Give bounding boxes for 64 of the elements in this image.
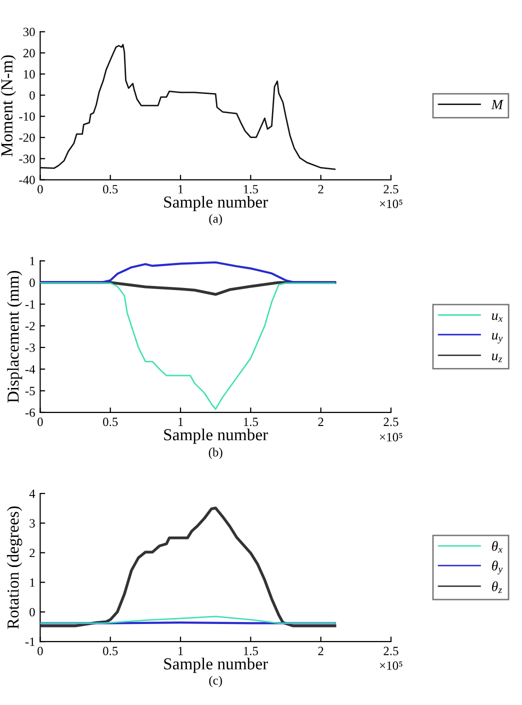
legend-label: θ$_{y}$: [492, 560, 503, 574]
y-tick-label: -40: [19, 176, 35, 184]
line-series: [40, 506, 336, 628]
x-tick-label: 1: [178, 418, 183, 426]
x-tick-label: 2.5: [384, 418, 398, 426]
x-tick-label: 2.5: [384, 185, 398, 194]
y-tick-label: 3: [30, 519, 35, 528]
y-tick-label: -6: [25, 408, 35, 417]
text: (a): [209, 214, 222, 226]
text: ×10⁵: [380, 661, 402, 670]
legend-label: θ$_{x}$: [492, 541, 503, 553]
y-tick-label: -2: [25, 322, 35, 330]
x-tick-label: 0: [38, 418, 43, 426]
x-tick-label: 2.5: [384, 646, 398, 656]
y-tick-label: -3: [25, 344, 35, 352]
y-tick-label: -5: [25, 386, 35, 396]
x-tick-label: 1: [178, 646, 183, 656]
y-tick-label: 1: [30, 256, 35, 266]
line-series: [40, 282, 336, 410]
line-series: [40, 261, 336, 284]
x-tick-label: 0.5: [103, 184, 118, 194]
y-tick-label: 4: [29, 490, 36, 498]
x-tick-label: 0: [38, 184, 43, 194]
text: ×10⁵: [380, 432, 402, 442]
y-tick-label: 0: [30, 91, 35, 100]
legend-label: u$_{x}$: [492, 313, 503, 322]
line-series: [40, 616, 336, 624]
x-tick-label: 2: [318, 185, 324, 194]
y-tick-label: -30: [19, 154, 35, 164]
y-tick-label: -1: [25, 300, 35, 308]
x-tick-label: 2: [318, 418, 324, 426]
legend-label: M: [491, 100, 504, 110]
y-axis-title: Displacement (mm): [7, 270, 22, 403]
y-tick-label: 1: [30, 578, 35, 587]
y-tick-label: 0: [30, 608, 35, 616]
y-tick-label: 20: [23, 48, 35, 58]
text: ×10⁵: [380, 200, 402, 208]
line-series: [40, 44, 336, 170]
text: (c): [209, 676, 222, 688]
y-tick-label: 0: [30, 278, 35, 287]
legend-label: u$_{z}$: [492, 354, 502, 362]
y-axis-title: Rotation (degrees): [6, 506, 22, 629]
x-tick-label: 2: [318, 646, 324, 656]
x-axis-title: Sample number: [164, 196, 268, 212]
x-tick-label: 0.5: [103, 418, 118, 426]
x-axis-title: Sample number: [164, 428, 268, 444]
y-axis-title: Moment (N-m): [0, 55, 16, 156]
y-tick-label: 2: [30, 548, 35, 558]
y-tick-label: -10: [19, 112, 35, 121]
x-tick-label: 1: [178, 185, 183, 194]
legend-label: u$_{y}$: [492, 333, 503, 344]
x-tick-label: 0: [38, 646, 43, 656]
x-tick-label: 1.5: [244, 418, 258, 426]
text: (b): [208, 448, 222, 460]
y-tick-label: 30: [23, 28, 35, 36]
legend-label: θ$_{z}$: [492, 581, 502, 593]
y-tick-label: 10: [24, 70, 35, 78]
x-axis-title: Sample number: [164, 658, 268, 673]
y-tick-label: -4: [25, 365, 36, 374]
y-tick-label: -1: [25, 638, 35, 646]
x-tick-label: 1.5: [244, 185, 258, 194]
x-tick-label: 1.5: [244, 646, 258, 656]
y-tick-label: -20: [19, 134, 35, 142]
x-tick-label: 0.5: [103, 646, 118, 656]
